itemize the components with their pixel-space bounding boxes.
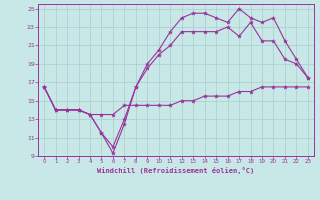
X-axis label: Windchill (Refroidissement éolien,°C): Windchill (Refroidissement éolien,°C) — [97, 167, 255, 174]
